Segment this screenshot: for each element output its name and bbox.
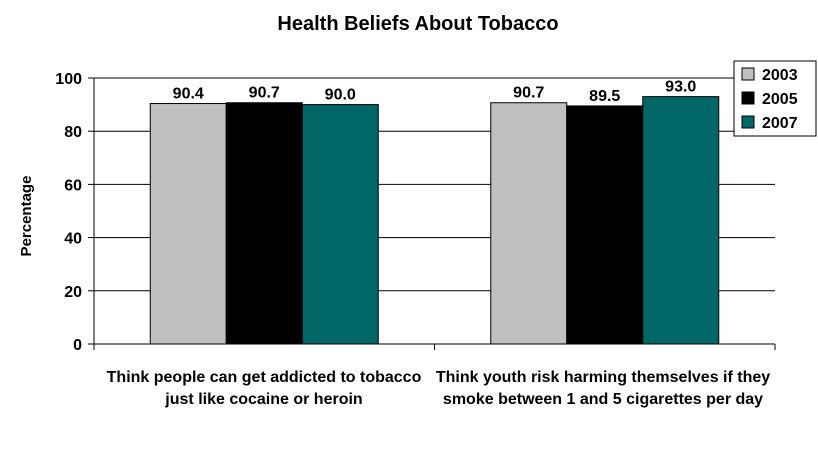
bar-2007-0 — [301, 104, 379, 345]
legend-swatch-2003 — [741, 67, 755, 81]
category-label-1: Think youth risk harming themselves if t… — [435, 369, 771, 408]
legend: 2003 2005 2007 — [733, 60, 817, 137]
legend-label-2005: 2005 — [762, 91, 798, 108]
bar-2005-0 — [225, 102, 303, 345]
y-tick-label-0: 0 — [73, 337, 82, 354]
bar-2003-0 — [149, 103, 227, 345]
bar-2003-1 — [490, 102, 568, 345]
data-label-2003-1: 90.7 — [513, 85, 544, 102]
data-label-2007-1: 93.0 — [665, 79, 696, 96]
y-tick-label-4: 80 — [64, 124, 82, 141]
legend-label-2007: 2007 — [762, 115, 798, 132]
bar-2007-1 — [642, 96, 720, 345]
y-tick-label-1: 20 — [64, 284, 82, 301]
y-ticks: 0 20 40 60 80 100 — [55, 71, 82, 354]
y-tick-label-5: 100 — [55, 71, 82, 88]
axes — [88, 77, 776, 350]
data-label-2005-1: 89.5 — [589, 88, 620, 105]
data-label-2003-0: 90.4 — [173, 86, 204, 103]
data-label-2007-0: 90.0 — [325, 87, 356, 104]
category-label-0: Think people can get addicted to tobacco… — [106, 369, 422, 408]
legend-swatch-2007 — [741, 115, 755, 129]
legend-label-2003: 2003 — [762, 67, 798, 84]
y-axis-label: Percentage — [18, 176, 35, 257]
data-label-2005-0: 90.7 — [249, 85, 280, 102]
chart-title: Health Beliefs About Tobacco — [277, 13, 558, 35]
legend-swatch-2005 — [741, 91, 755, 105]
data-labels: 90.4 90.7 90.0 90.7 89.5 93.0 — [173, 79, 697, 105]
y-tick-label-2: 40 — [64, 231, 82, 248]
bars — [149, 96, 720, 345]
y-tick-label-3: 60 — [64, 177, 82, 194]
bar-2005-1 — [566, 105, 644, 345]
